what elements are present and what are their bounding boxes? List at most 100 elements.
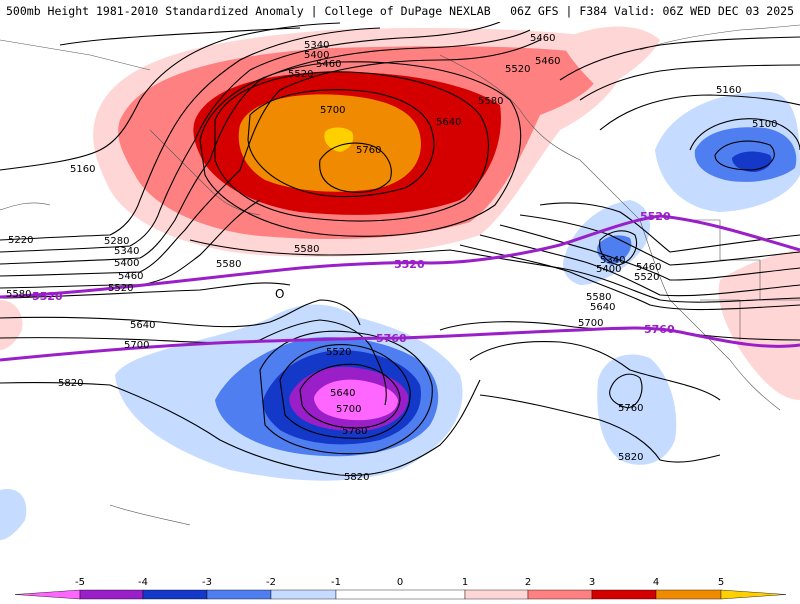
height-contour bbox=[479, 394, 721, 463]
height-contour bbox=[279, 344, 411, 439]
legend-ticks: -5 -4 -3 -2 -1 0 1 2 3 4 5 bbox=[75, 577, 724, 588]
climo-label: 5520 bbox=[32, 290, 63, 303]
contour-label: 5580 bbox=[478, 96, 503, 107]
contour-label: 5460 bbox=[636, 262, 661, 273]
legend-swatch-pos5 bbox=[720, 589, 787, 600]
height-contour bbox=[559, 36, 800, 81]
contour-label: 5520 bbox=[288, 69, 313, 80]
anomaly-fill-pos5 bbox=[324, 127, 354, 152]
height-contour bbox=[259, 330, 433, 455]
contour-labels: 5340 5400 5460 5520 5460 5520 5580 5700 … bbox=[6, 33, 777, 483]
height-contour bbox=[519, 214, 800, 266]
height-contour bbox=[539, 202, 800, 253]
legend-tick: -1 bbox=[331, 577, 341, 588]
legend-tick: -3 bbox=[202, 577, 212, 588]
contour-label: 5520 bbox=[108, 283, 133, 294]
anomaly-fill-neg1-south bbox=[0, 489, 27, 540]
contour-label: 5100 bbox=[752, 119, 777, 130]
contour-label: 5520 bbox=[505, 64, 530, 75]
low-center-marker: O bbox=[275, 287, 284, 301]
height-contour bbox=[247, 89, 435, 198]
height-contour bbox=[59, 27, 301, 46]
climo-label: 5520 bbox=[394, 258, 425, 271]
height-contour bbox=[0, 379, 481, 476]
contour-label: 5520 bbox=[634, 272, 659, 283]
height-contour bbox=[319, 142, 392, 193]
contour-label: 5820 bbox=[618, 452, 643, 463]
climo-label: 5760 bbox=[644, 323, 675, 336]
height-contour bbox=[0, 282, 291, 299]
anomaly-map: 5340 5400 5460 5520 5460 5520 5580 5700 … bbox=[0, 22, 800, 540]
contour-label: 5460 bbox=[535, 56, 560, 67]
legend-swatch-pos3 bbox=[591, 589, 657, 600]
height-contour bbox=[0, 39, 541, 277]
height-contour bbox=[214, 71, 489, 222]
contour-label: 5220 bbox=[8, 235, 33, 246]
legend-swatch-neg1 bbox=[270, 589, 337, 600]
contour-label: 5460 bbox=[530, 33, 555, 44]
legend-tick: -5 bbox=[75, 577, 85, 588]
height-contour bbox=[189, 239, 800, 303]
legend-swatch-neg5 bbox=[14, 589, 81, 600]
contour-label: 5160 bbox=[70, 164, 95, 175]
contour-label: 5580 bbox=[294, 244, 319, 255]
contour-label: 5640 bbox=[590, 302, 615, 313]
height-contour bbox=[299, 363, 401, 429]
height-contour bbox=[0, 22, 501, 253]
contour-label: 5760 bbox=[618, 403, 643, 414]
height-contour bbox=[499, 224, 800, 281]
legend-bar: -5 -4 -3 -2 -1 0 1 2 3 4 5 bbox=[14, 577, 787, 600]
map-header: 500mb Height 1981-2010 Standardized Anom… bbox=[0, 0, 800, 22]
contour-label: 5640 bbox=[330, 388, 355, 399]
climo-5760-line bbox=[0, 326, 800, 362]
contour-label: 5820 bbox=[344, 472, 369, 483]
height-contour bbox=[199, 61, 522, 237]
legend-tick: 5 bbox=[718, 577, 724, 588]
climatology-labels: 5520 5520 5520 5760 5760 bbox=[32, 210, 675, 345]
contour-label: 5340 bbox=[304, 40, 329, 51]
contour-label: 5760 bbox=[356, 145, 381, 156]
contour-label: 5640 bbox=[130, 320, 155, 331]
anomaly-fill-pos1-west-edge bbox=[0, 300, 23, 350]
contour-label: 5760 bbox=[342, 426, 367, 437]
height-contour bbox=[469, 341, 721, 401]
legend-swatch-pos2 bbox=[527, 589, 593, 600]
height-contour bbox=[714, 140, 775, 171]
contour-label: 5580 bbox=[586, 292, 611, 303]
climo-label: 5760 bbox=[376, 332, 407, 345]
height-contour bbox=[0, 299, 361, 328]
color-legend: -5 -4 -3 -2 -1 0 1 2 3 4 5 bbox=[0, 570, 800, 600]
contour-label: 5520 bbox=[326, 347, 351, 358]
legend-tick: 1 bbox=[462, 577, 468, 588]
map-panel: 5340 5400 5460 5520 5460 5520 5580 5700 … bbox=[0, 22, 800, 570]
map-title: 500mb Height 1981-2010 Standardized Anom… bbox=[6, 4, 491, 18]
height-contour bbox=[459, 244, 800, 311]
height-contour bbox=[0, 199, 261, 289]
contour-label: 5340 bbox=[600, 255, 625, 266]
climo-5520-line bbox=[0, 214, 800, 299]
model-valid-time: 06Z GFS | F384 Valid: 06Z WED DEC 03 202… bbox=[510, 4, 794, 18]
contour-label: 5160 bbox=[716, 85, 741, 96]
contour-label: 5700 bbox=[124, 340, 149, 351]
height-contour bbox=[599, 230, 637, 266]
legend-swatch-neg4 bbox=[79, 589, 144, 600]
negative-anomaly-shading bbox=[0, 91, 800, 540]
legend-swatch-neutral bbox=[335, 589, 466, 600]
height-contour bbox=[579, 64, 800, 101]
legend-swatch-pos4 bbox=[655, 589, 722, 600]
contour-label: 5700 bbox=[578, 318, 603, 329]
legend-swatch-pos1 bbox=[464, 589, 529, 600]
legend-swatches bbox=[14, 589, 787, 600]
climatology-contours bbox=[0, 214, 800, 362]
contour-label: 5580 bbox=[6, 289, 31, 300]
height-contour bbox=[689, 118, 800, 151]
anomaly-fill-neg1-mexico bbox=[597, 354, 677, 465]
contour-label: 5400 bbox=[596, 264, 621, 275]
height-contour bbox=[0, 319, 387, 406]
legend-swatch-neg3 bbox=[142, 589, 208, 600]
legend-tick: 2 bbox=[525, 577, 531, 588]
contour-label: 5580 bbox=[216, 259, 241, 270]
legend-tick: 0 bbox=[397, 577, 403, 588]
contour-label: 5460 bbox=[118, 271, 143, 282]
height-contour bbox=[609, 373, 643, 409]
